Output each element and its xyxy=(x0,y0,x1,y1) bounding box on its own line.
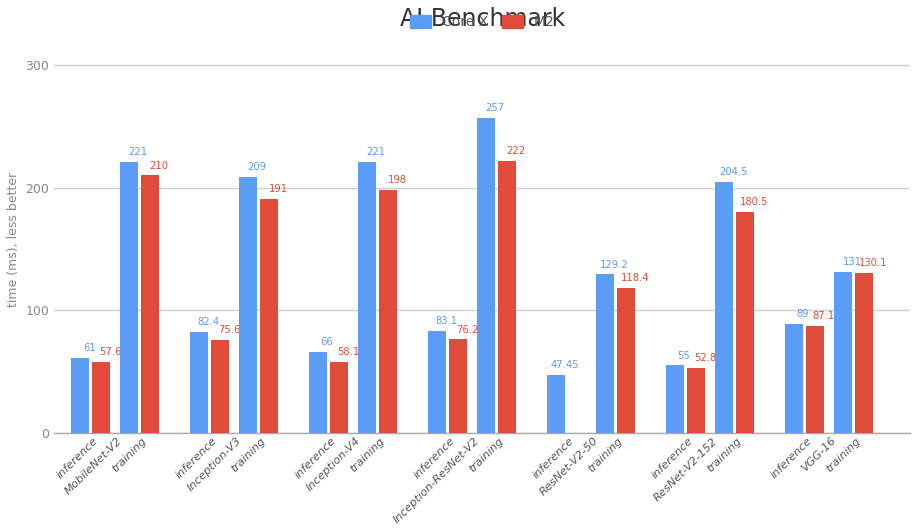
Title: AI Benchmark: AI Benchmark xyxy=(400,7,565,31)
Text: 82.4: 82.4 xyxy=(197,317,219,327)
Bar xyxy=(477,118,495,433)
Text: 222: 222 xyxy=(506,146,525,156)
Bar xyxy=(239,177,257,433)
Text: 47.45: 47.45 xyxy=(551,360,580,370)
Text: 76.2: 76.2 xyxy=(456,325,478,335)
Text: 180.5: 180.5 xyxy=(740,197,768,207)
Bar xyxy=(666,365,684,433)
Text: 209: 209 xyxy=(248,162,267,172)
Bar xyxy=(617,288,635,433)
Bar xyxy=(72,358,89,433)
Text: 204.5: 204.5 xyxy=(719,167,747,177)
Y-axis label: time (ms), less better: time (ms), less better xyxy=(7,172,20,307)
Bar xyxy=(141,176,159,433)
Text: 89: 89 xyxy=(797,309,809,319)
Text: 221: 221 xyxy=(128,147,148,157)
Text: 66: 66 xyxy=(321,337,334,347)
Bar xyxy=(855,273,873,433)
Text: 257: 257 xyxy=(485,103,504,113)
Bar xyxy=(428,331,446,433)
Legend: Core X, M2: Core X, M2 xyxy=(405,11,558,34)
Bar xyxy=(596,275,614,433)
Bar xyxy=(92,362,110,433)
Bar xyxy=(309,352,327,433)
Text: 52.8: 52.8 xyxy=(694,353,716,363)
Bar xyxy=(260,199,278,433)
Bar xyxy=(120,162,138,433)
Text: 83.1: 83.1 xyxy=(435,316,458,326)
Text: 87.1: 87.1 xyxy=(812,311,834,321)
Bar xyxy=(211,340,229,433)
Bar xyxy=(715,182,733,433)
Text: 130.1: 130.1 xyxy=(858,259,887,269)
Bar xyxy=(190,332,208,433)
Bar xyxy=(785,324,803,433)
Text: 75.6: 75.6 xyxy=(218,325,240,335)
Bar xyxy=(834,272,852,433)
Text: 221: 221 xyxy=(367,147,386,157)
Text: 55: 55 xyxy=(678,351,691,361)
Bar xyxy=(330,362,348,433)
Bar xyxy=(687,368,705,433)
Text: 57.6: 57.6 xyxy=(99,347,121,358)
Text: 129.2: 129.2 xyxy=(600,260,628,270)
Text: 58.1: 58.1 xyxy=(337,347,359,357)
Text: 118.4: 118.4 xyxy=(621,273,649,283)
Text: 210: 210 xyxy=(149,161,169,171)
Bar xyxy=(379,190,397,433)
Bar xyxy=(806,326,823,433)
Bar xyxy=(449,339,467,433)
Text: 61: 61 xyxy=(83,343,95,353)
Text: 131: 131 xyxy=(843,257,861,268)
Bar xyxy=(498,161,516,433)
Text: 198: 198 xyxy=(388,175,406,185)
Bar xyxy=(359,162,376,433)
Bar xyxy=(735,212,754,433)
Text: 191: 191 xyxy=(269,184,288,194)
Bar xyxy=(547,375,565,433)
